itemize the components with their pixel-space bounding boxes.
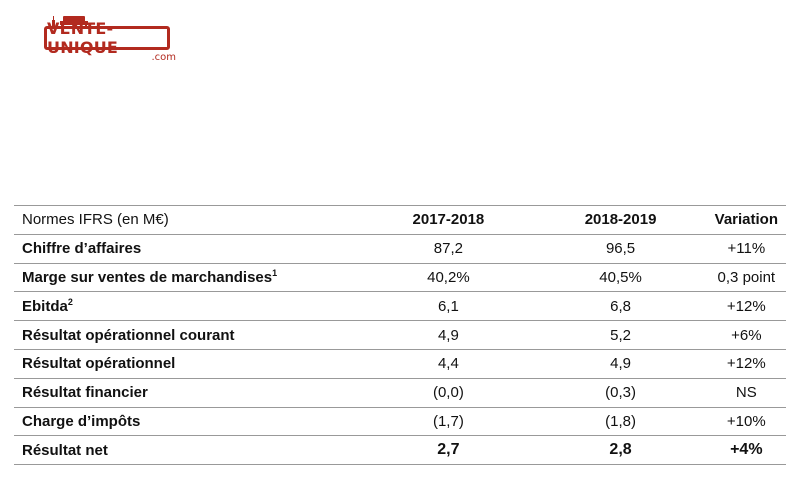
header-label: Normes IFRS (en M€) [14,205,363,235]
value-2017-2018: 4,4 [362,349,535,379]
value-variation: +12% [706,291,786,322]
row-label-text: Résultat net [22,441,108,459]
row-label: Résultat opérationnel [14,349,363,379]
value-2017-2018: 2,7 [362,435,535,466]
table-row: Résultat financier (0,0) (0,3) NS [14,378,786,408]
value-variation: +10% [706,407,786,437]
value-2018-2019: 6,8 [534,291,707,322]
value-2017-2018: 40,2% [362,263,535,293]
value-2017-2018: 4,9 [362,320,535,350]
row-label: Résultat financier [14,378,363,408]
brand-name: VENTE-UNIQUE [44,19,170,57]
brand-suffix: .com [151,52,176,63]
value-variation: +4% [706,435,786,466]
row-label: Résultat net [14,435,363,466]
value-variation: +6% [706,320,786,350]
value-2018-2019: 5,2 [534,320,707,350]
value-2018-2019: 96,5 [534,234,707,264]
financial-table: Normes IFRS (en M€) 2017-2018 2018-2019 … [14,205,786,466]
value-variation: +12% [706,349,786,379]
value-variation: NS [706,378,786,408]
footnote-marker: 2 [67,296,73,307]
table-row: Marge sur ventes de marchandises1 40,2% 40… [14,263,786,293]
row-label: Ebitda2 [14,291,363,322]
row-label-text: Charge d’impôts [22,412,141,430]
value-variation: 0,3 point [706,263,786,293]
header-2018-2019: 2018-2019 [534,205,707,235]
value-variation: +11% [706,234,786,264]
row-label-text: Résultat opérationnel courant [22,326,235,344]
table-row: Résultat opérationnel courant 4,9 5,2 +6% [14,320,786,350]
logo: VENTE-UNIQUE .com [40,12,180,63]
value-2017-2018: 87,2 [362,234,535,264]
header-2017-2018: 2017-2018 [362,205,535,235]
row-label: Chiffre d’affaires [14,234,363,264]
table-row: Charge d’impôts (1,7) (1,8) +10% [14,407,786,437]
table-row: Résultat net 2,7 2,8 +4% [14,435,786,466]
value-2018-2019: (0,3) [534,378,707,408]
table-row: Résultat opérationnel 4,4 4,9 +12% [14,349,786,379]
value-2017-2018: (0,0) [362,378,535,408]
value-2017-2018: 6,1 [362,291,535,322]
row-label-text: Ebitda [22,297,68,315]
table-header-row: Normes IFRS (en M€) 2017-2018 2018-2019 … [14,205,786,235]
value-2018-2019: (1,8) [534,407,707,437]
footnote-marker: 1 [272,267,278,278]
value-2018-2019: 4,9 [534,349,707,379]
row-label-text: Résultat opérationnel [22,355,176,373]
value-2017-2018: (1,7) [362,407,535,437]
header-variation: Variation [706,205,786,235]
table-row: Ebitda2 6,1 6,8 +12% [14,291,786,322]
value-2018-2019: 2,8 [534,435,707,466]
row-label-text: Chiffre d’affaires [22,240,142,258]
row-label: Charge d’impôts [14,407,363,437]
row-label: Marge sur ventes de marchandises1 [14,263,363,293]
value-2018-2019: 40,5% [534,263,707,293]
row-label-text: Résultat financier [22,384,148,402]
row-label-text: Marge sur ventes de marchandises [22,268,273,286]
row-label: Résultat opérationnel courant [14,320,363,350]
table-row: Chiffre d’affaires 87,2 96,5 +11% [14,234,786,264]
